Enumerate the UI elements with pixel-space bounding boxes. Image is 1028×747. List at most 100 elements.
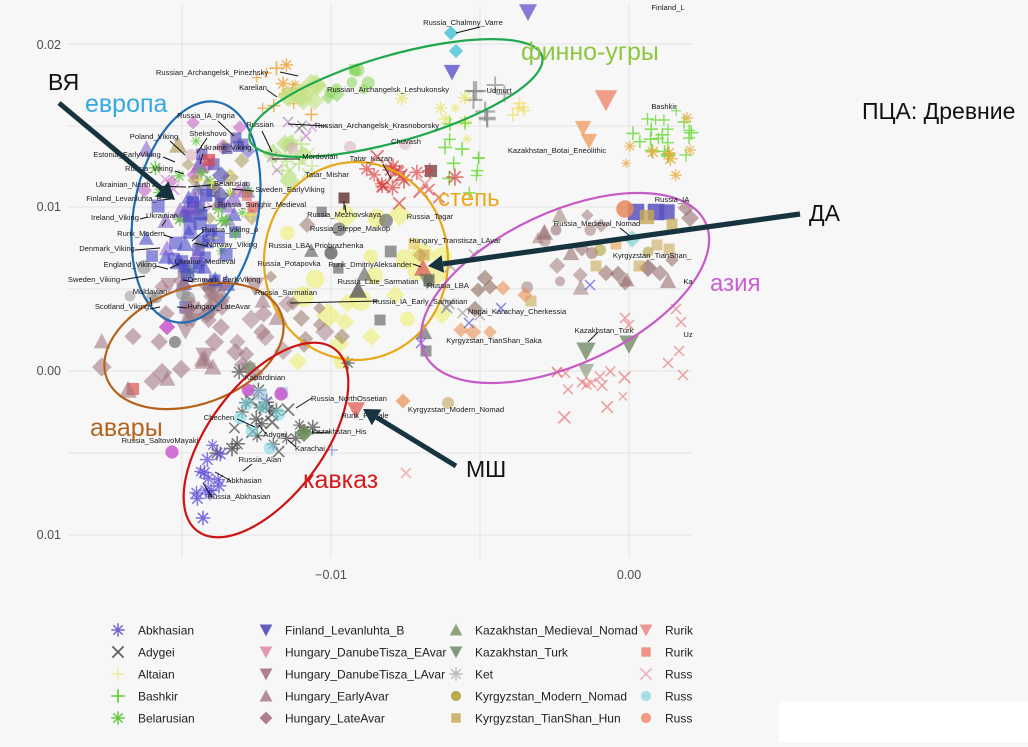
- svg-text:0.01: 0.01: [37, 200, 61, 214]
- svg-text:Russia_Chalmny_Varre: Russia_Chalmny_Varre: [423, 18, 503, 27]
- svg-text:Russ: Russ: [665, 690, 692, 704]
- svg-text:Sweden_EarlyViking: Sweden_EarlyViking: [255, 185, 325, 194]
- svg-text:Sweden_Viking: Sweden_Viking: [68, 275, 120, 284]
- svg-text:Russian_Archangelsk_Leshukonsk: Russian_Archangelsk_Leshukonsky: [327, 85, 449, 94]
- svg-text:Ukrainian_North: Ukrainian_North: [96, 180, 151, 189]
- svg-text:Russia_Medieval_Nomad: Russia_Medieval_Nomad: [554, 219, 641, 228]
- svg-text:Hungary_DanubeTisza_LAvar: Hungary_DanubeTisza_LAvar: [285, 668, 445, 682]
- svg-text:Uz: Uz: [683, 330, 692, 339]
- svg-text:Russia_LBA_Priobrazhenka: Russia_LBA_Priobrazhenka: [269, 241, 365, 250]
- svg-text:Kabardinian: Kabardinian: [245, 373, 286, 382]
- svg-text:Mordovian: Mordovian: [302, 152, 337, 161]
- svg-text:Kyrgyzstan_TianShan_Hun: Kyrgyzstan_TianShan_Hun: [475, 712, 621, 726]
- svg-text:Norway_Viking: Norway_Viking: [207, 240, 258, 249]
- svg-text:Kazakhstan_Botai_Eneolithic: Kazakhstan_Botai_Eneolithic: [508, 146, 607, 155]
- svg-text:Kyrgyzstan_Modern_Nomad: Kyrgyzstan_Modern_Nomad: [408, 405, 504, 414]
- svg-text:Abkhasian: Abkhasian: [138, 624, 194, 638]
- svg-text:Kazakhstan_Turk: Kazakhstan_Turk: [475, 646, 569, 660]
- svg-text:Finland_L: Finland_L: [651, 3, 684, 12]
- svg-text:Kyrgyzstan_Modern_Nomad: Kyrgyzstan_Modern_Nomad: [475, 690, 627, 704]
- svg-text:Hungary_Transtisza_LAvar: Hungary_Transtisza_LAvar: [409, 236, 501, 245]
- svg-text:Shekshovo: Shekshovo: [189, 129, 227, 138]
- svg-text:Chuvash: Chuvash: [391, 137, 421, 146]
- svg-text:Rurik: Rurik: [665, 624, 694, 638]
- svg-text:Estonia_EarlyViking: Estonia_EarlyViking: [93, 150, 160, 159]
- svg-text:МШ: МШ: [466, 456, 506, 482]
- svg-text:Russia_Mezhovskaya: Russia_Mezhovskaya: [307, 210, 382, 219]
- svg-text:Ka: Ka: [683, 277, 693, 286]
- svg-text:Russia_IA_Ingria: Russia_IA_Ingria: [177, 111, 236, 120]
- svg-text:Finland_Levanluhta_B: Finland_Levanluhta_B: [86, 194, 162, 203]
- svg-text:Ukraine_Medieval: Ukraine_Medieval: [175, 257, 236, 266]
- svg-text:Denmark_EarlyViking: Denmark_EarlyViking: [188, 275, 261, 284]
- svg-text:Hungary_LateAvar: Hungary_LateAvar: [187, 302, 251, 311]
- svg-text:Bashkir: Bashkir: [651, 102, 677, 111]
- svg-text:Tatar_Kazan: Tatar_Kazan: [350, 154, 393, 163]
- svg-text:Russia_Viking: Russia_Viking: [125, 164, 173, 173]
- svg-text:Rurik: Rurik: [665, 646, 694, 660]
- svg-text:Kazakhstan_His: Kazakhstan_His: [312, 427, 367, 436]
- svg-text:Russia_LBA: Russia_LBA: [427, 281, 470, 290]
- svg-text:азия: азия: [710, 270, 760, 297]
- svg-text:Rurik_DmitriyAleksander: Rurik_DmitriyAleksander: [328, 260, 412, 269]
- svg-text:Russia_IA_Early_Sarmatian: Russia_IA_Early_Sarmatian: [373, 297, 468, 306]
- svg-text:Russia_Viking_o: Russia_Viking_o: [202, 225, 258, 234]
- svg-text:Ukraine_Viking: Ukraine_Viking: [201, 143, 252, 152]
- svg-text:Tatar_Mishar: Tatar_Mishar: [305, 170, 349, 179]
- svg-text:Adygei: Adygei: [263, 430, 287, 439]
- svg-text:Russia_Abkhasian: Russia_Abkhasian: [208, 492, 271, 501]
- svg-text:Russia_NorthOssetian: Russia_NorthOssetian: [311, 394, 387, 403]
- svg-text:Finland_Levanluhta_B: Finland_Levanluhta_B: [285, 624, 404, 638]
- svg-text:Russia_Tagar: Russia_Tagar: [407, 212, 454, 221]
- svg-text:Adygei: Adygei: [138, 646, 175, 660]
- svg-text:Belarusian: Belarusian: [138, 712, 195, 726]
- svg-text:Ket: Ket: [475, 668, 494, 682]
- svg-text:Russia_SaltovoMayaki: Russia_SaltovoMayaki: [122, 436, 199, 445]
- svg-text:Rurik_Modern: Rurik_Modern: [117, 229, 165, 238]
- svg-text:Russia_Sunghir_Medieval: Russia_Sunghir_Medieval: [218, 200, 307, 209]
- svg-text:Kazakhstan_Medieval_Nomad: Kazakhstan_Medieval_Nomad: [475, 624, 638, 638]
- svg-text:Russia_IA: Russia_IA: [655, 195, 691, 204]
- svg-text:Russian_Archangelsk_Pinezhsky: Russian_Archangelsk_Pinezhsky: [156, 68, 268, 77]
- svg-text:Belarusian: Belarusian: [214, 179, 250, 188]
- svg-text:кавказ: кавказ: [303, 466, 378, 494]
- svg-text:Nogai_Karachay_Cherkessia: Nogai_Karachay_Cherkessia: [468, 307, 567, 316]
- svg-text:Ireland_Viking: Ireland_Viking: [91, 213, 139, 222]
- svg-text:европа: европа: [85, 90, 168, 118]
- svg-text:0.02: 0.02: [37, 38, 61, 52]
- svg-text:0.00: 0.00: [37, 364, 61, 378]
- svg-text:Rurik_Female: Rurik_Female: [341, 411, 388, 420]
- svg-text:авары: авары: [90, 414, 163, 442]
- svg-text:степь: степь: [438, 185, 500, 212]
- svg-text:Russian_Archangelsk_Krasnobors: Russian_Archangelsk_Krasnoborsky: [315, 121, 439, 130]
- svg-text:ВЯ: ВЯ: [48, 69, 79, 95]
- svg-text:Kyrgyzstan_TianShan_: Kyrgyzstan_TianShan_: [613, 251, 692, 260]
- svg-text:Karelian: Karelian: [239, 83, 267, 92]
- svg-text:Ukrainian: Ukrainian: [146, 211, 178, 220]
- svg-text:Russ: Russ: [665, 668, 692, 682]
- svg-text:Russia_Potapovka: Russia_Potapovka: [257, 259, 321, 268]
- svg-text:Denmark_Viking: Denmark_Viking: [79, 244, 135, 253]
- svg-text:Karachai: Karachai: [295, 444, 325, 453]
- svg-text:финно-угры: финно-угры: [521, 38, 659, 66]
- svg-text:England_Viking: England_Viking: [104, 260, 157, 269]
- svg-text:Abkhasian: Abkhasian: [226, 476, 261, 485]
- svg-text:Poland_Viking: Poland_Viking: [130, 132, 178, 141]
- svg-text:Kyrgyzstan_TianShan_Saka: Kyrgyzstan_TianShan_Saka: [446, 336, 542, 345]
- svg-text:Russia_Steppe_Maikop: Russia_Steppe_Maikop: [310, 224, 390, 233]
- svg-text:−0.01: −0.01: [315, 568, 347, 582]
- svg-text:0.00: 0.00: [617, 568, 641, 582]
- svg-text:Russia_Sarmatian: Russia_Sarmatian: [255, 288, 317, 297]
- svg-text:Altaian: Altaian: [138, 668, 175, 682]
- svg-text:ДА: ДА: [809, 200, 841, 226]
- svg-text:Kazakhstan_Turk: Kazakhstan_Turk: [575, 326, 634, 335]
- svg-text:Chechen: Chechen: [204, 413, 234, 422]
- svg-text:Scotland_Viking: Scotland_Viking: [95, 302, 149, 311]
- svg-text:Udmurt: Udmurt: [487, 86, 513, 95]
- svg-text:Russia_Alan: Russia_Alan: [239, 455, 282, 464]
- svg-text:ПЦА: Древние: ПЦА: Древние: [862, 98, 1015, 124]
- svg-text:Hungary_DanubeTisza_EAvar: Hungary_DanubeTisza_EAvar: [285, 646, 446, 660]
- svg-text:Hungary_LateAvar: Hungary_LateAvar: [285, 712, 385, 726]
- svg-text:Bashkir: Bashkir: [138, 690, 178, 704]
- svg-text:Hungary_EarlyAvar: Hungary_EarlyAvar: [285, 690, 389, 704]
